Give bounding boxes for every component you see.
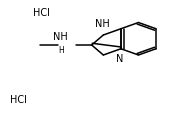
Text: HCl: HCl	[10, 95, 27, 105]
Text: HCl: HCl	[33, 8, 50, 18]
Text: H: H	[58, 46, 64, 55]
Text: NH: NH	[53, 32, 68, 42]
Text: N: N	[116, 54, 124, 64]
Text: NH: NH	[95, 19, 110, 29]
